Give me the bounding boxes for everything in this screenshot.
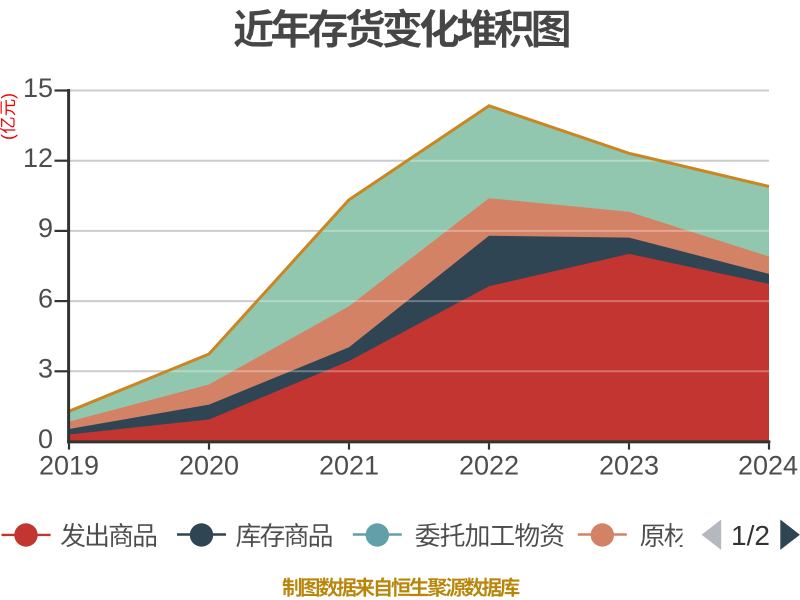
svg-text:): ) [0, 93, 18, 99]
svg-text:12: 12 [23, 143, 53, 173]
svg-text:15: 15 [23, 73, 53, 103]
svg-text:2024: 2024 [738, 450, 798, 480]
svg-text:2023: 2023 [599, 450, 659, 480]
svg-text:(: ( [0, 134, 18, 140]
svg-text:9: 9 [38, 213, 53, 243]
svg-text:0: 0 [38, 424, 53, 454]
svg-text:3: 3 [38, 354, 53, 384]
svg-text:1/2: 1/2 [731, 520, 770, 551]
svg-text:2020: 2020 [179, 450, 239, 480]
svg-text:2021: 2021 [319, 450, 379, 480]
svg-text:2022: 2022 [459, 450, 519, 480]
svg-text:6: 6 [38, 283, 53, 313]
svg-text:2019: 2019 [39, 450, 99, 480]
